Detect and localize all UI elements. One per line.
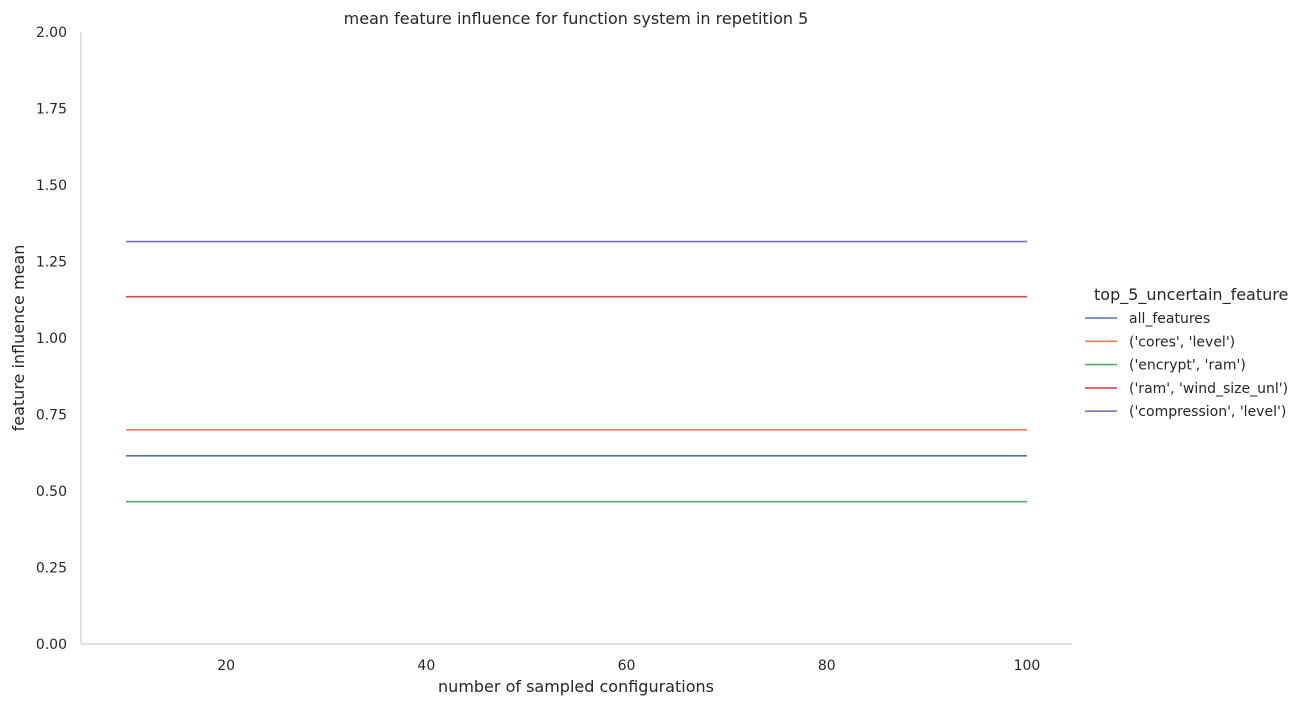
- legend-label: all_features: [1129, 311, 1210, 327]
- y-tick-label: 0.25: [36, 561, 67, 577]
- y-tick-label: 1.00: [36, 331, 67, 347]
- chart-title: mean feature influence for function syst…: [344, 9, 809, 28]
- x-tick-label: 80: [818, 658, 836, 674]
- legend-label: ('cores', 'level'): [1129, 334, 1235, 350]
- x-tick-label: 60: [618, 658, 636, 674]
- y-tick-label: 0.75: [36, 408, 67, 424]
- y-tick-label: 2.00: [36, 25, 67, 41]
- y-tick-label: 1.50: [36, 178, 67, 194]
- legend-label: ('ram', 'wind_size_unl'): [1129, 381, 1288, 397]
- axes: 0.00 0.25 0.50 0.75 1.00 1.25 1.50 1.75 2.00 20 40…: [36, 25, 1072, 674]
- legend-title: top_5_uncertain_feature: [1094, 285, 1288, 305]
- legend-label: ('encrypt', 'ram'): [1129, 358, 1246, 374]
- x-axis-title: number of sampled configurations: [438, 677, 714, 696]
- legend-label: ('compression', 'level'): [1129, 404, 1286, 420]
- x-tick-label: 20: [217, 658, 235, 674]
- y-tick-label: 0.00: [36, 637, 67, 653]
- x-tick-label: 100: [1014, 658, 1041, 674]
- x-tick-label: 40: [417, 658, 435, 674]
- y-axis-title: feature influence mean: [9, 245, 28, 432]
- legend: top_5_uncertain_feature all_features ('co…: [1085, 285, 1288, 420]
- y-tick-label: 1.75: [36, 102, 67, 118]
- series-lines: [126, 240, 1027, 503]
- y-tick-label: 0.50: [36, 484, 67, 500]
- y-tick-label: 1.25: [36, 255, 67, 271]
